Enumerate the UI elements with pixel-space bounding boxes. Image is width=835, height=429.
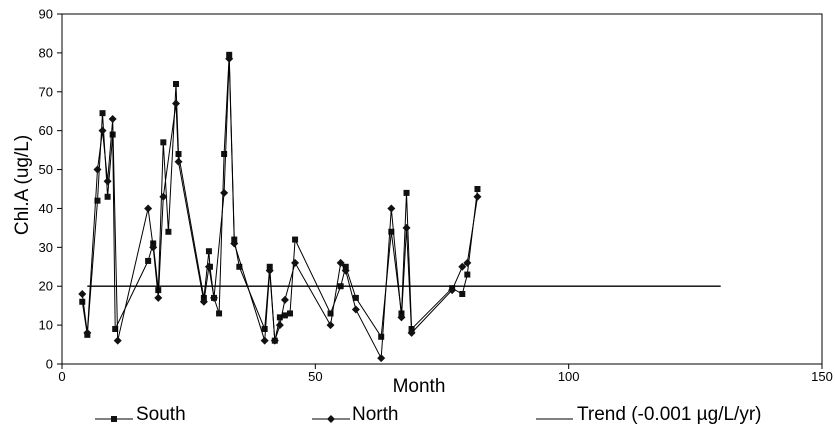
series-line-north <box>81 58 478 361</box>
data-point-north <box>402 223 411 232</box>
data-point-south <box>276 314 283 321</box>
y-tick-label: 10 <box>39 318 53 333</box>
data-point-north <box>377 354 386 363</box>
data-point-north <box>159 192 168 201</box>
x-tick-label: 0 <box>58 369 65 384</box>
data-point-north <box>78 290 87 298</box>
x-tick-label: 100 <box>558 369 580 384</box>
series-layer <box>78 51 721 363</box>
data-point-south <box>464 271 471 278</box>
data-point-south <box>216 310 223 317</box>
data-point-south <box>221 151 228 157</box>
data-point-north <box>154 293 163 302</box>
data-point-south <box>388 228 395 235</box>
y-tick-label: 90 <box>39 7 53 22</box>
data-point-north <box>275 321 284 330</box>
data-point-north <box>387 204 396 213</box>
data-point-south <box>474 186 481 192</box>
y-tick-label: 50 <box>39 162 53 177</box>
legend-label-north: North <box>352 404 398 425</box>
y-tick-label: 80 <box>39 45 53 60</box>
y-tick-label: 40 <box>39 201 53 216</box>
data-point-north <box>174 157 183 166</box>
data-point-north <box>270 336 279 345</box>
data-point-north <box>204 262 213 271</box>
data-point-south <box>281 312 288 319</box>
data-point-south <box>327 310 334 317</box>
legend-marker-north <box>327 415 335 423</box>
y-tick-label: 60 <box>39 123 53 138</box>
data-point-south <box>459 291 466 297</box>
data-point-north <box>351 305 360 314</box>
series-north <box>78 54 482 363</box>
series-south <box>79 51 481 344</box>
data-point-north <box>458 262 467 271</box>
data-point-north <box>397 313 406 322</box>
data-point-south <box>352 294 359 301</box>
data-point-north <box>463 258 472 267</box>
data-point-north <box>149 243 158 252</box>
data-point-north <box>199 297 208 306</box>
data-point-south <box>287 310 293 317</box>
x-axis-title: Month <box>393 376 446 397</box>
data-point-south <box>236 263 243 270</box>
data-point-north <box>473 192 482 201</box>
data-point-north <box>230 239 239 248</box>
data-point-south <box>94 197 101 204</box>
y-tick-label: 0 <box>46 357 53 372</box>
data-point-north <box>108 115 117 123</box>
data-point-north <box>260 336 269 345</box>
series-line-south <box>81 54 478 341</box>
legend-label-trend: Trend (-0.001 µg/L/yr) <box>577 404 761 425</box>
data-point-south <box>160 139 167 146</box>
plot-area: 0 10 20 30 40 50 60 70 80 90 0 50 100 150 <box>39 7 833 385</box>
data-point-south <box>112 326 119 332</box>
x-tick-label: 150 <box>811 369 833 384</box>
data-point-north <box>280 295 289 304</box>
data-point-south <box>79 298 86 305</box>
legend-item-north: North <box>312 404 398 425</box>
data-point-north <box>341 266 350 275</box>
data-point-north <box>291 258 300 267</box>
data-point-south <box>205 248 212 255</box>
data-point-north <box>225 54 234 63</box>
data-point-south <box>104 193 111 200</box>
data-point-north <box>448 286 457 295</box>
data-point-north <box>103 177 112 186</box>
data-point-north <box>220 188 229 197</box>
data-point-north <box>326 321 335 330</box>
data-point-north <box>336 258 345 267</box>
legend: South North Trend (-0.001 µg/L/yr) <box>95 404 761 425</box>
data-point-south <box>99 110 106 117</box>
plot-frame <box>61 13 823 365</box>
data-point-north <box>83 328 92 337</box>
data-point-south <box>165 228 172 235</box>
data-point-south <box>173 81 179 87</box>
data-point-north <box>93 165 102 174</box>
data-point-north <box>172 99 180 108</box>
data-point-south <box>145 257 152 264</box>
data-point-north <box>210 293 218 302</box>
data-point-north <box>144 204 153 213</box>
y-axis-title: Chl.A (ug/L) <box>12 135 33 235</box>
data-point-north <box>98 126 107 135</box>
data-point-south <box>292 236 299 243</box>
legend-item-south: South <box>95 404 186 425</box>
data-point-south <box>378 333 385 340</box>
data-point-south <box>261 326 268 332</box>
legend-label-south: South <box>136 404 186 425</box>
data-point-north <box>113 336 122 345</box>
legend-item-trend: Trend (-0.001 µg/L/yr) <box>536 404 761 425</box>
y-tick-label: 30 <box>39 240 53 255</box>
data-point-north <box>407 328 416 337</box>
y-tick-label: 70 <box>39 84 53 99</box>
data-point-north <box>265 266 274 275</box>
data-point-south <box>403 189 410 196</box>
legend-marker-south <box>111 416 117 422</box>
y-tick-label: 20 <box>39 279 53 294</box>
x-tick-label: 50 <box>308 369 322 384</box>
